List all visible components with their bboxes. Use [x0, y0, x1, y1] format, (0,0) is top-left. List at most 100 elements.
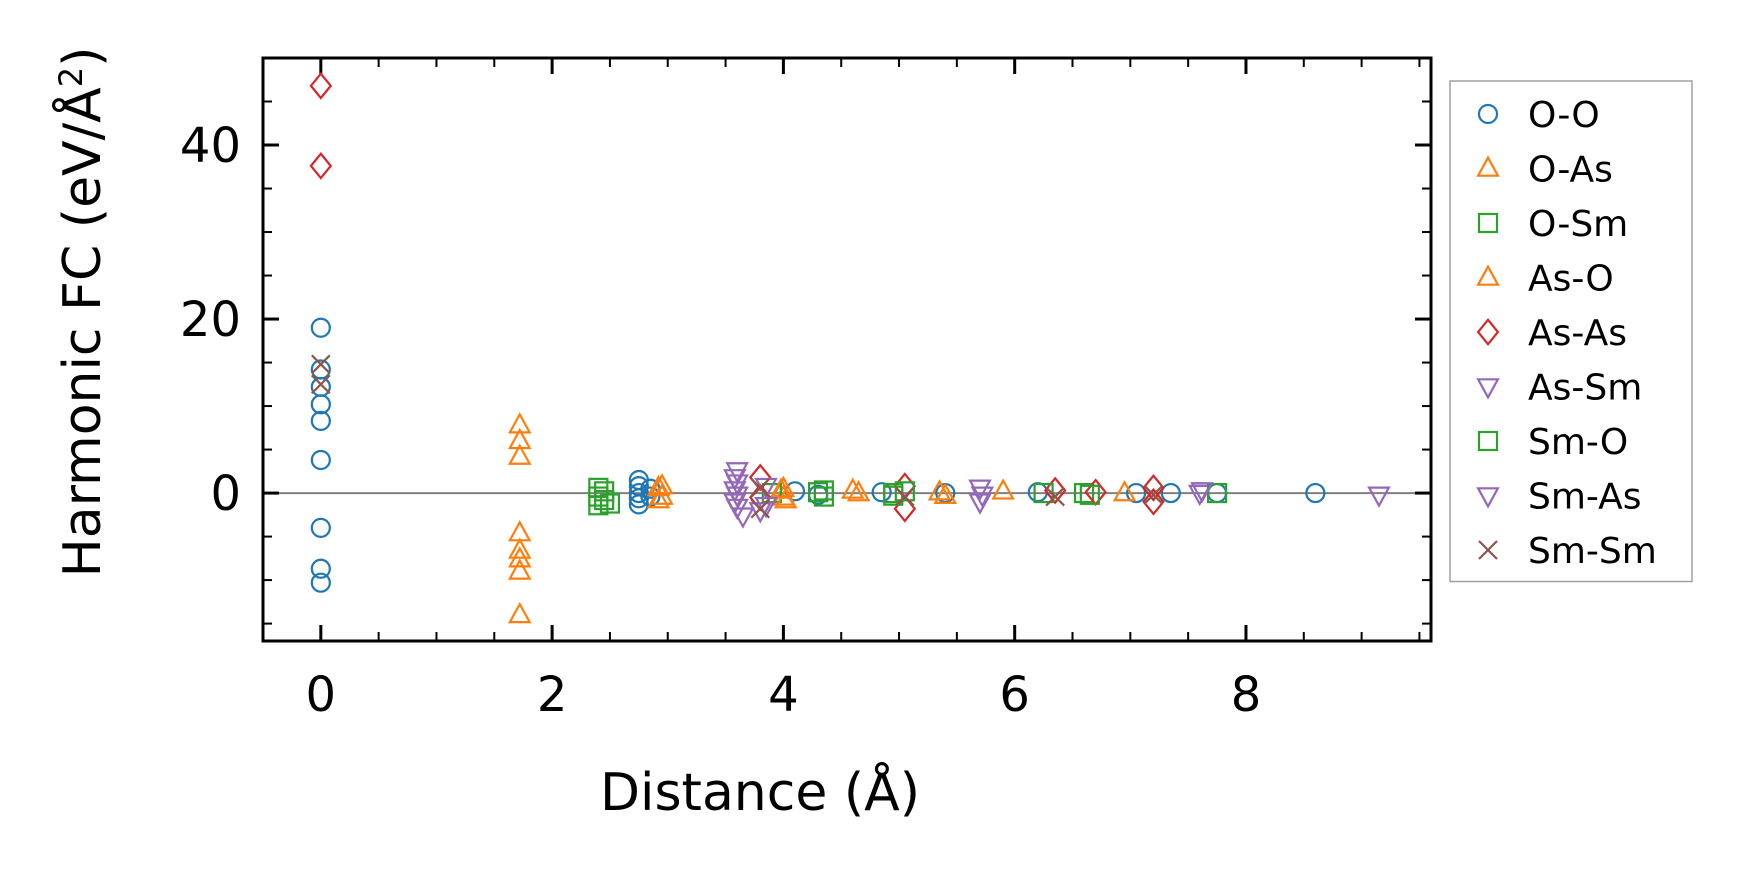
data-point: [846, 479, 871, 502]
y-axis-label-end: ): [53, 47, 113, 67]
legend-label: Sm-As: [1528, 477, 1642, 518]
legend-label: O-As: [1528, 150, 1613, 191]
data-point: [311, 354, 331, 375]
data-point: [507, 537, 532, 559]
data-point: [599, 493, 621, 514]
legend-marker: [1476, 318, 1500, 346]
data-point: [507, 546, 532, 568]
data-point: [1143, 485, 1164, 505]
data-point: [773, 486, 798, 509]
data-point: [1305, 482, 1326, 504]
legend-label: As-O: [1528, 259, 1614, 300]
data-point: [883, 485, 904, 506]
axis-ticks: [263, 58, 1431, 641]
series-sm-sm: [311, 354, 1164, 519]
data-point: [1043, 476, 1067, 505]
data-point: [771, 475, 796, 498]
data-point: [750, 498, 771, 519]
legend-box: [1449, 80, 1693, 583]
legend-marker: [1477, 212, 1499, 234]
legend-marker: [1476, 155, 1500, 177]
data-point: [813, 486, 834, 507]
y-tick-label: 0: [210, 466, 241, 522]
data-point: [310, 394, 331, 415]
data-point: [1367, 486, 1391, 508]
data-point: [646, 474, 671, 497]
series-o-as: [507, 412, 1137, 624]
data-point: [731, 507, 755, 529]
y-tick-label: 20: [180, 292, 241, 348]
data-point: [588, 495, 609, 516]
data-point: [310, 572, 331, 593]
data-point: [894, 481, 915, 502]
data-point: [309, 71, 333, 100]
data-point: [723, 481, 747, 503]
data-point: [310, 376, 331, 398]
data-point: [507, 558, 532, 580]
data-point: [507, 412, 532, 434]
legend-label: O-Sm: [1528, 204, 1628, 245]
data-point: [646, 486, 671, 509]
legend-marker: [1477, 430, 1499, 452]
data-point: [968, 479, 992, 501]
series-as-as: [309, 71, 1165, 523]
data-point: [1126, 482, 1147, 504]
data-point: [723, 493, 747, 515]
data-point: [1045, 486, 1065, 507]
legend-label: As-As: [1528, 313, 1627, 354]
x-tick-label: 4: [768, 667, 799, 723]
legend: O-O O-As O-Sm As-O As-As As-Sm Sm-O Sm-As Sm-Sm: [1449, 80, 1693, 583]
data-point: [310, 517, 331, 538]
axis-tick-labels: 0 2 4 6 8 0 20 40: [180, 118, 1261, 723]
x-tick-label: 6: [999, 667, 1030, 723]
legend-marker: [1476, 378, 1500, 400]
legend-label: Sm-Sm: [1528, 531, 1657, 572]
data-point: [991, 478, 1015, 500]
data-point: [1190, 482, 1214, 504]
data-point: [628, 482, 649, 504]
data-point: [1142, 487, 1165, 516]
legend-label: Sm-O: [1528, 422, 1628, 463]
data-point: [841, 477, 865, 499]
data-point: [310, 449, 331, 471]
legend-marker: [1478, 540, 1498, 560]
data-point: [725, 462, 749, 484]
y-axis-label-main: Harmonic FC (eV/Å: [51, 87, 113, 578]
data-point: [807, 482, 829, 503]
data-point: [1079, 484, 1100, 505]
data-point: [594, 489, 615, 511]
data-point: [310, 410, 331, 431]
y-axis-label-superscript: 2: [52, 67, 90, 87]
x-axis-label: Distance (Å): [600, 761, 920, 823]
data-point: [968, 493, 992, 515]
series-sm-o: [594, 481, 1228, 511]
data-point: [1206, 482, 1228, 504]
data-point: [310, 558, 331, 579]
data-point: [871, 482, 892, 503]
data-point: [723, 469, 747, 491]
data-point: [1160, 482, 1181, 504]
plot-area: 0 2 4 6 8 0 20 40: [180, 56, 1433, 723]
x-tick-label: 8: [1231, 667, 1262, 723]
series-as-o: [646, 474, 958, 509]
data-point: [933, 482, 958, 504]
data-point: [748, 463, 772, 492]
data-markers: [309, 71, 1391, 624]
x-tick-label: 2: [537, 667, 568, 723]
data-point: [970, 486, 995, 508]
data-point: [507, 443, 532, 465]
data-point: [310, 317, 331, 338]
data-point: [1142, 473, 1165, 502]
series-o-sm: [588, 477, 1095, 516]
data-point: [311, 374, 331, 395]
series-o-o: [310, 317, 1326, 593]
legend-marker: [1476, 264, 1500, 286]
legend-label: As-Sm: [1528, 368, 1642, 409]
data-point: [309, 152, 333, 180]
data-point: [1073, 482, 1095, 504]
data-point: [750, 478, 771, 498]
x-tick-label: 0: [306, 667, 337, 723]
data-point: [507, 427, 532, 450]
data-point: [1112, 479, 1137, 502]
